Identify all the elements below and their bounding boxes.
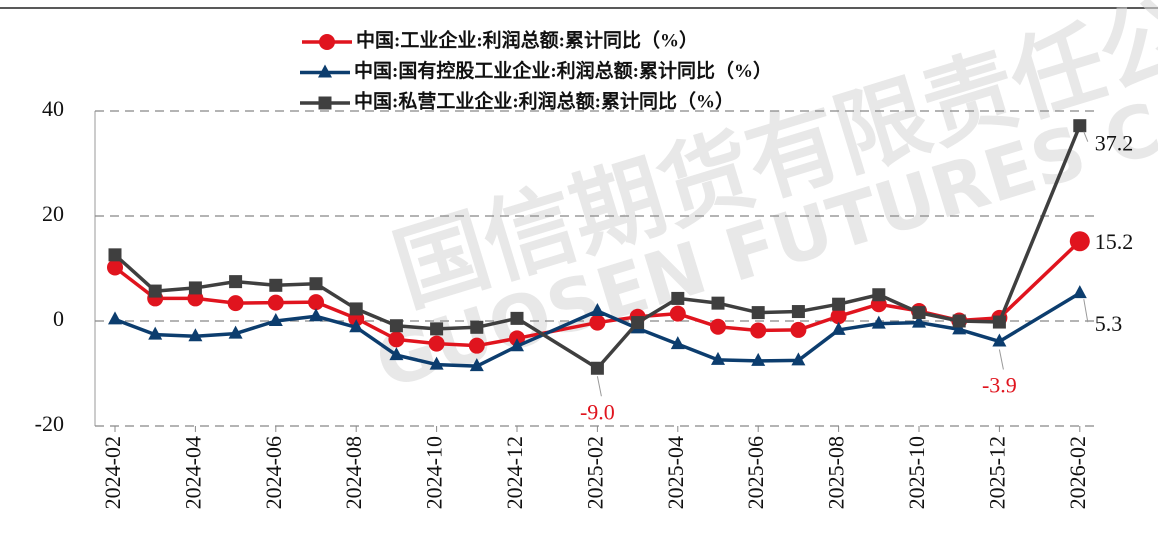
- point: [108, 248, 122, 262]
- x-tick-label: 2024-10: [422, 436, 447, 509]
- point: [430, 322, 444, 336]
- point: [871, 315, 886, 329]
- point: [148, 284, 162, 298]
- point: [267, 294, 284, 311]
- x-tick-label: 2024-08: [341, 436, 366, 509]
- point: [671, 291, 685, 305]
- point: [590, 303, 605, 317]
- point: [912, 306, 926, 320]
- value-label: -3.9: [982, 373, 1017, 398]
- point: [269, 278, 283, 292]
- point: [309, 277, 323, 291]
- point: [1072, 285, 1087, 299]
- point: [228, 325, 243, 339]
- point: [227, 295, 244, 312]
- y-tick-label: -20: [35, 411, 64, 436]
- point: [510, 311, 524, 325]
- x-tick-label: 2025-06: [743, 436, 768, 509]
- point: [349, 319, 364, 333]
- y-tick-label: 40: [42, 96, 64, 121]
- point: [389, 319, 403, 333]
- value-label: 15.2: [1095, 229, 1134, 254]
- point: [1073, 119, 1087, 133]
- x-tick-label: 2026-02: [1065, 436, 1090, 509]
- point: [992, 333, 1007, 347]
- x-tick-label: 2025-08: [824, 436, 849, 509]
- point: [429, 356, 444, 370]
- leader-line: [1083, 299, 1089, 323]
- point: [389, 347, 404, 361]
- point: [992, 315, 1006, 329]
- x-tick-label: 2024-04: [180, 436, 205, 509]
- point: [229, 275, 243, 289]
- x-tick-label: 2025-10: [904, 436, 929, 509]
- point: [791, 352, 806, 366]
- y-tick-label: 0: [53, 306, 64, 331]
- point: [631, 316, 645, 330]
- x-tick-label: 2024-06: [261, 436, 286, 509]
- x-tick-label: 2024-02: [100, 436, 125, 509]
- point: [831, 321, 846, 335]
- point: [751, 306, 765, 320]
- value-label: 37.2: [1095, 131, 1134, 156]
- point: [309, 308, 323, 322]
- point: [669, 305, 686, 322]
- point: [952, 321, 967, 335]
- point: [912, 314, 926, 328]
- leader-line: [1083, 131, 1089, 142]
- value-label: -9.0: [580, 399, 615, 424]
- point: [428, 335, 445, 352]
- leader-line: [596, 376, 602, 397]
- legend-label: 中国:国有控股工业企业:利润总额:累计同比（%）: [354, 59, 772, 82]
- point: [107, 259, 123, 276]
- leader-line: [998, 349, 1004, 370]
- point: [589, 314, 606, 331]
- legend-label: 中国:工业企业:利润总额:累计同比（%）: [356, 28, 698, 51]
- point: [468, 337, 485, 354]
- legend-label: 中国:私营工业企业:利润总额:累计同比（%）: [354, 89, 734, 112]
- point: [148, 326, 163, 340]
- point: [388, 331, 405, 348]
- point: [590, 361, 604, 375]
- point: [830, 308, 847, 325]
- point: [710, 318, 726, 335]
- x-tick-label: 2025-04: [663, 436, 688, 509]
- point: [711, 296, 725, 310]
- point: [318, 96, 332, 110]
- point: [832, 297, 846, 311]
- point: [952, 314, 966, 328]
- value-label: 5.3: [1095, 311, 1123, 336]
- point: [750, 322, 767, 339]
- point: [751, 352, 766, 366]
- x-tick-label: 2025-02: [582, 436, 607, 509]
- point: [349, 302, 363, 316]
- point: [108, 311, 122, 325]
- point: [318, 64, 332, 78]
- point: [790, 321, 807, 338]
- point: [791, 305, 805, 319]
- point: [510, 338, 524, 352]
- point: [469, 358, 484, 372]
- point: [188, 281, 202, 295]
- point: [470, 320, 484, 334]
- y-tick-label: 20: [42, 201, 64, 226]
- x-tick-label: 2025-12: [984, 436, 1009, 509]
- point: [188, 328, 203, 342]
- point: [1069, 231, 1090, 252]
- point: [308, 294, 324, 311]
- x-tick-label: 2024-12: [502, 436, 527, 509]
- point: [268, 313, 283, 326]
- point: [711, 351, 725, 365]
- point: [872, 288, 886, 302]
- point: [670, 336, 685, 350]
- point: [319, 34, 335, 50]
